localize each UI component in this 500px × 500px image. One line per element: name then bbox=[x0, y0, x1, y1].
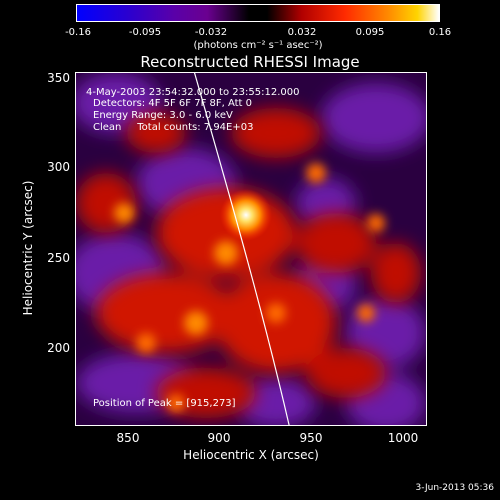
colorbar-units: (photons cm⁻² s⁻¹ asec⁻²) bbox=[193, 40, 323, 51]
time-range: 4-May-2003 23:54:32.000 to 23:55:12.000 bbox=[86, 87, 300, 98]
y-tick: 300 bbox=[47, 160, 70, 174]
y-tick: 200 bbox=[47, 341, 70, 355]
colorbar bbox=[76, 4, 440, 22]
x-axis-label: Heliocentric X (arcsec) bbox=[183, 448, 319, 462]
bright-blobs bbox=[114, 163, 385, 412]
peak-position: Position of Peak = [915,273] bbox=[93, 398, 236, 409]
y-axis-label: Heliocentric Y (arcsec) bbox=[21, 180, 35, 316]
detectors-info: Detectors: 4F 5F 6F 7F 8F, Att 0 bbox=[93, 98, 253, 109]
colorbar-tick: 0.095 bbox=[355, 27, 385, 38]
solar-limb-line bbox=[193, 73, 290, 425]
clean-counts: Clean Total counts: 7.94E+03 bbox=[93, 122, 254, 133]
colorbar-tick: -0.032 bbox=[194, 27, 228, 38]
render-timestamp: 3-Jun-2013 05:36 bbox=[415, 483, 495, 493]
energy-range: Energy Range: 3.0 - 6.0 keV bbox=[93, 110, 233, 121]
colorbar-tick: 0.032 bbox=[287, 27, 317, 38]
peak-source bbox=[220, 189, 272, 241]
x-tick: 1000 bbox=[387, 431, 419, 445]
x-tick: 850 bbox=[116, 431, 140, 445]
y-tick: 350 bbox=[47, 71, 70, 85]
plot-title: Reconstructed RHESSI Image bbox=[140, 53, 360, 71]
colorbar-tick: 0.16 bbox=[428, 27, 452, 38]
rhessi-image-map bbox=[76, 73, 426, 425]
colorbar-tick: -0.16 bbox=[65, 27, 91, 38]
colorbar-tick: -0.095 bbox=[128, 27, 162, 38]
x-tick: 900 bbox=[207, 431, 231, 445]
x-tick: 950 bbox=[299, 431, 323, 445]
rhessi-image bbox=[75, 72, 427, 426]
y-tick: 250 bbox=[47, 251, 70, 265]
